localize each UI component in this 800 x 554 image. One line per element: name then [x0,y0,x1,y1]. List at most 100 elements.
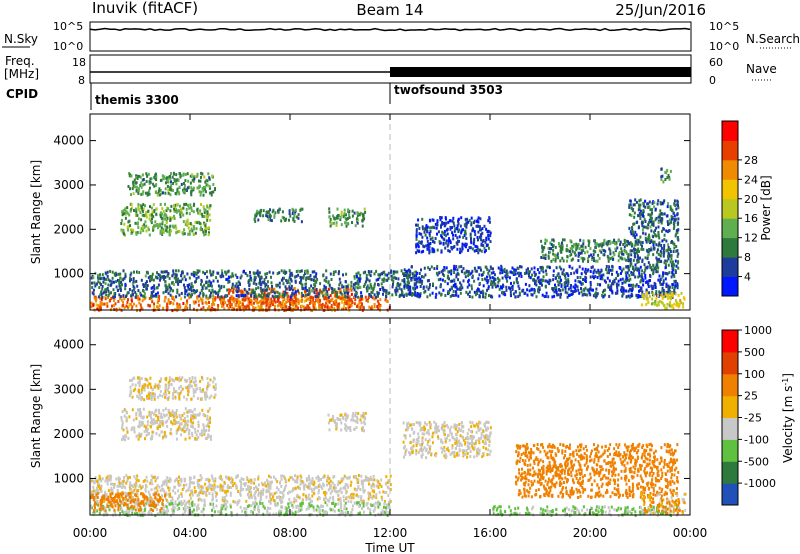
echo-cell [258,293,261,297]
echo-cell [166,230,169,234]
echo-cell [662,289,665,292]
echo-cell [667,251,670,255]
echo-cell [169,229,171,232]
echo-cell [659,219,662,223]
echo-cell [631,209,634,213]
echo-cell [645,297,648,301]
echo-cell [584,279,587,282]
echo-cell [629,277,632,281]
echo-cell [202,193,205,197]
echo-cell [128,219,131,223]
echo-cell [659,254,662,258]
echo-cell [266,298,269,302]
echo-cell [341,294,344,298]
echo-cell [453,245,456,248]
echo-cell [318,294,321,298]
echo-cell [478,225,481,229]
echo-cell [127,305,130,309]
echo-cell [337,498,340,502]
echo-cell [644,266,647,270]
echo-cell [583,270,586,274]
echo-cell [561,245,564,249]
echo-cell [325,269,328,273]
echo-cell [205,214,208,218]
echo-cell [660,259,663,263]
echo-cell [190,193,193,197]
echo-cell [236,285,239,289]
echo-cell [286,300,289,303]
echo-cell [500,268,503,272]
echo-cell [274,300,277,304]
echo-cell [667,202,670,206]
echo-cell [206,218,209,222]
echo-cell [235,282,238,286]
echo-cell [455,265,458,269]
echo-cell [419,285,422,288]
echo-cell [212,190,215,194]
echo-cell [142,203,145,207]
echo-cell [490,282,492,286]
echo-cell [407,273,409,277]
echo-cell [488,217,491,221]
echo-cell [296,478,299,482]
echo-cell [668,254,671,258]
echo-cell [159,229,162,233]
echo-cell [659,217,662,221]
echo-cell [240,477,243,481]
echo-cell [208,279,211,283]
echo-cell [607,268,610,272]
echo-cell [145,287,148,291]
echo-cell [155,286,158,290]
echo-cell [398,286,401,290]
echo-cell [120,222,123,225]
echo-cell [671,283,674,286]
echo-cell [123,212,126,216]
echo-cell [670,264,673,268]
echo-cell [293,295,296,299]
echo-cell [289,272,292,276]
echo-cell [654,234,657,237]
echo-cell [248,495,250,499]
nsky-trace [89,27,691,32]
echo-cell [662,295,665,299]
echo-cell [91,490,94,494]
echo-cell [295,215,298,219]
echo-cell [423,266,426,270]
echo-cell [474,233,477,237]
echo-cell [513,271,515,275]
echo-cell [677,203,679,207]
echo-cell [582,257,585,261]
echo-cell [530,267,533,271]
echo-cell [508,276,511,280]
echo-cell [165,286,168,290]
echo-cell [220,298,223,302]
echo-cell [496,284,499,288]
echo-cell [452,221,455,225]
echo-cell [677,252,680,256]
echo-cell [329,272,332,276]
echo-cell [344,221,347,225]
echo-cell [305,276,308,280]
echo-cell [354,285,357,289]
echo-cell [179,175,182,179]
echo-cell [640,287,643,290]
echo-cell [142,283,145,287]
echo-cell [633,269,635,273]
echo-cell [211,301,214,305]
echo-cell [673,218,676,221]
echo-cell [673,263,676,267]
echo-cell [155,294,158,298]
echo-cell [99,305,102,309]
echo-cell [461,270,464,274]
echo-cell [221,271,224,275]
echo-cell [159,277,162,280]
echo-cell [584,286,587,290]
echo-cell [158,187,161,191]
echo-cell [488,230,491,233]
echo-cell [113,298,115,302]
echo-cell [385,291,388,295]
echo-cell [547,254,550,258]
echo-cell [426,243,429,247]
echo-cell [627,240,629,244]
echo-cell [190,209,193,213]
